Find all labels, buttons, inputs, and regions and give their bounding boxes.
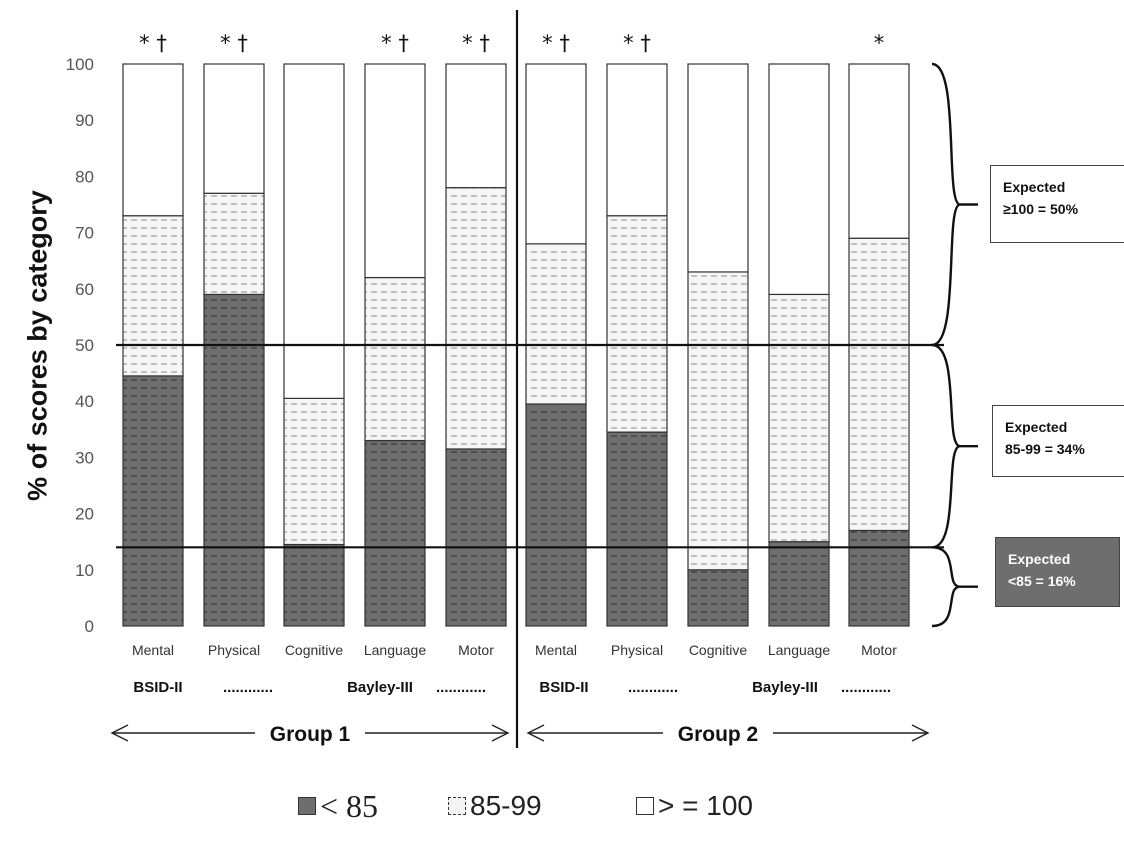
bar-segment-high	[203, 63, 265, 194]
y-tick-label: 70	[75, 224, 94, 243]
scale-label: Bayley-III	[347, 679, 413, 696]
group-label: Group 1	[270, 723, 351, 746]
significance-marker: * †	[542, 31, 570, 55]
x-tick-label: Physical	[208, 642, 260, 658]
y-tick-label: 0	[85, 617, 94, 636]
expected-low-title: Expected	[1008, 551, 1071, 567]
y-tick-label: 30	[75, 448, 94, 467]
y-tick-label: 100	[66, 55, 94, 74]
x-tick-label: Language	[768, 642, 831, 658]
y-tick-label: 60	[75, 280, 94, 299]
chart-overlay: Mental * † Physical * † Cognitive Language * †…	[110, 10, 978, 748]
y-tick-label: 40	[75, 392, 94, 411]
significance-marker: *	[874, 31, 885, 55]
significance-marker: * †	[220, 31, 248, 55]
expected-low-box: Expected <85 = 16%	[995, 537, 1120, 607]
significance-marker: * †	[139, 31, 167, 55]
bar-segment-mid	[203, 192, 265, 296]
expected-mid-value: 85-99 = 34%	[1005, 441, 1085, 457]
bar-segment-low	[122, 375, 184, 627]
bar-segment-mid	[364, 276, 426, 442]
scale-label: ............	[841, 679, 891, 696]
y-tick-label: 50	[75, 336, 94, 355]
bar-segment-low	[283, 543, 345, 627]
bar-segment-high	[525, 63, 587, 245]
x-tick-label: Motor	[861, 642, 897, 658]
bar-segment-high	[122, 63, 184, 217]
y-tick-label: 10	[75, 561, 94, 580]
bar-segment-low	[203, 293, 265, 627]
bar-segment-high	[283, 63, 345, 399]
x-tick-label: Cognitive	[285, 642, 344, 658]
bar-segment-low	[687, 569, 749, 627]
expected-mid-box: Expected 85-99 = 34%	[992, 405, 1124, 477]
bar-segment-mid	[768, 293, 830, 543]
x-tick-label: Cognitive	[689, 642, 748, 658]
bar-segment-low	[606, 431, 668, 627]
y-axis: 0 10 20 30 40 50 60 70 80 90 100	[66, 55, 94, 636]
bar-segment-low	[525, 403, 587, 627]
bar-segment-high	[364, 63, 426, 279]
legend-swatch-high	[636, 797, 654, 815]
expected-high-box: Expected ≥100 = 50%	[990, 165, 1124, 243]
legend-label-high: > = 100	[658, 790, 753, 821]
legend-item-low: < 85	[298, 786, 378, 826]
legend-item-mid: 85-99	[448, 786, 542, 826]
bar-segment-mid	[122, 215, 184, 377]
bar-segment-high	[848, 63, 910, 239]
scale-label: BSID-II	[539, 679, 588, 696]
y-tick-label: 90	[75, 111, 94, 130]
legend-item-high: > = 100	[636, 786, 753, 826]
legend-swatch-mid	[448, 797, 466, 815]
bar-segment-high	[768, 63, 830, 296]
group-arrow: Group 2	[526, 723, 930, 746]
expected-high-title: Expected	[1003, 179, 1066, 195]
bar-segment-mid	[445, 187, 507, 450]
scale-label: BSID-II	[133, 679, 182, 696]
group-label: Group 2	[678, 723, 759, 746]
x-tick-label: Language	[364, 642, 427, 658]
bar-segment-low	[445, 448, 507, 627]
significance-marker: * †	[381, 31, 409, 55]
bar-segment-mid	[606, 215, 668, 433]
bar-segment-high	[606, 63, 668, 217]
bar-segment-low	[848, 529, 910, 627]
range-brace	[931, 62, 961, 347]
range-brace	[931, 546, 961, 628]
scale-label: ............	[223, 679, 273, 696]
bar-segment-high	[687, 63, 749, 273]
expected-low-value: <85 = 16%	[1008, 573, 1076, 589]
x-tick-label: Motor	[458, 642, 494, 658]
legend-swatch-low	[298, 797, 316, 815]
x-tick-label: Physical	[611, 642, 663, 658]
expected-high-value: ≥100 = 50%	[1003, 201, 1079, 217]
group-arrow: Group 1	[110, 723, 510, 746]
expected-mid-title: Expected	[1005, 419, 1068, 435]
bar-segment-mid	[525, 243, 587, 405]
scale-label: ............	[436, 679, 486, 696]
bar-segment-high	[445, 63, 507, 189]
y-axis-label: % of scores by category	[22, 190, 53, 501]
bar-segment-low	[364, 439, 426, 627]
legend-label-low: < 85	[320, 787, 379, 824]
x-tick-label: Mental	[132, 642, 174, 658]
x-tick-label: Mental	[535, 642, 577, 658]
y-tick-label: 80	[75, 167, 94, 186]
significance-marker: * †	[462, 31, 490, 55]
scale-label: Bayley-III	[752, 679, 818, 696]
legend-label-mid: 85-99	[470, 790, 542, 821]
scale-label: ............	[628, 679, 678, 696]
bar-segment-low	[768, 541, 830, 627]
bar-segment-mid	[687, 271, 749, 571]
range-brace	[931, 343, 961, 549]
y-tick-label: 20	[75, 505, 94, 524]
bar-segment-mid	[848, 237, 910, 532]
significance-marker: * †	[623, 31, 651, 55]
bar-segment-mid	[283, 397, 345, 546]
